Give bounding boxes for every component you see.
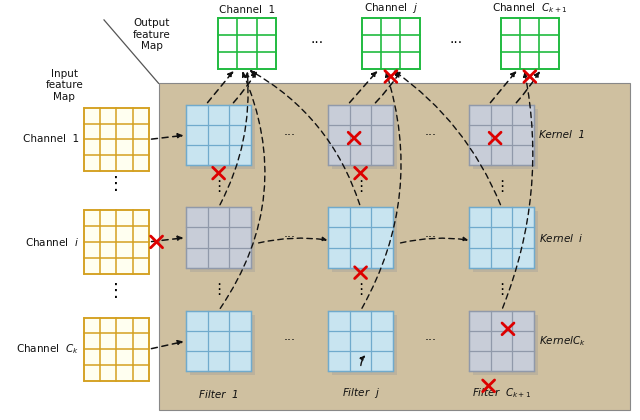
- FancyArrowPatch shape: [220, 73, 250, 205]
- Text: ⋮: ⋮: [494, 282, 509, 297]
- Text: Output
feature
Map: Output feature Map: [132, 18, 170, 51]
- Text: ···: ···: [284, 129, 296, 142]
- Bar: [84, 108, 148, 171]
- Text: ⋮: ⋮: [108, 175, 125, 193]
- FancyArrowPatch shape: [516, 73, 539, 103]
- Text: Kernel  1: Kernel 1: [539, 130, 585, 140]
- Bar: [186, 207, 251, 268]
- Bar: [190, 211, 255, 272]
- Text: ⋮: ⋮: [494, 179, 509, 194]
- Text: Filter  $C_{k+1}$: Filter $C_{k+1}$: [472, 387, 531, 401]
- FancyArrowPatch shape: [152, 134, 182, 139]
- Text: ···: ···: [284, 231, 296, 244]
- FancyArrowPatch shape: [401, 237, 467, 243]
- Bar: [473, 109, 538, 169]
- Text: ···: ···: [425, 334, 437, 347]
- Text: ⋮: ⋮: [353, 179, 368, 194]
- Bar: [159, 83, 630, 410]
- Bar: [332, 109, 397, 169]
- Text: ⋮: ⋮: [211, 179, 227, 194]
- Bar: [218, 18, 276, 69]
- Bar: [469, 105, 534, 165]
- FancyArrowPatch shape: [376, 72, 400, 103]
- Text: ···: ···: [425, 129, 437, 142]
- FancyArrowPatch shape: [234, 73, 256, 103]
- Text: ···: ···: [450, 36, 463, 50]
- Bar: [190, 315, 255, 375]
- FancyArrowPatch shape: [152, 341, 182, 349]
- Bar: [473, 315, 538, 375]
- Bar: [328, 207, 393, 268]
- Text: ···: ···: [425, 231, 437, 244]
- Bar: [362, 18, 420, 69]
- Bar: [332, 315, 397, 375]
- Bar: [84, 210, 148, 273]
- Bar: [469, 207, 534, 268]
- Bar: [186, 311, 251, 371]
- Text: Kernel  $i$: Kernel $i$: [539, 231, 584, 244]
- Text: Kernel$C_k$: Kernel$C_k$: [539, 334, 586, 348]
- Bar: [84, 318, 148, 381]
- Bar: [186, 105, 251, 165]
- Text: Channel  $j$: Channel $j$: [364, 1, 418, 15]
- FancyArrowPatch shape: [360, 356, 364, 365]
- FancyArrowPatch shape: [362, 73, 401, 308]
- FancyArrowPatch shape: [220, 73, 265, 308]
- Bar: [328, 105, 393, 165]
- Text: Channel  $C_k$: Channel $C_k$: [16, 342, 79, 356]
- FancyArrowPatch shape: [207, 72, 232, 102]
- Text: ⋮: ⋮: [108, 282, 125, 300]
- Text: Input
feature
Map: Input feature Map: [45, 69, 83, 102]
- Text: Channel  1: Channel 1: [219, 5, 275, 15]
- Bar: [501, 18, 559, 69]
- FancyArrowPatch shape: [349, 72, 376, 103]
- Text: ⋮: ⋮: [353, 282, 368, 297]
- FancyArrowPatch shape: [251, 71, 360, 205]
- Text: Filter  $j$: Filter $j$: [342, 386, 380, 401]
- FancyArrowPatch shape: [152, 236, 182, 241]
- Text: Channel  1: Channel 1: [23, 134, 79, 144]
- Bar: [473, 211, 538, 272]
- FancyArrowPatch shape: [490, 72, 515, 102]
- Bar: [332, 211, 397, 272]
- FancyArrowPatch shape: [259, 237, 326, 243]
- Text: ···: ···: [311, 36, 324, 50]
- FancyArrowPatch shape: [502, 73, 533, 308]
- Text: ⋮: ⋮: [211, 282, 227, 297]
- Bar: [190, 109, 255, 169]
- Text: Channel  $i$: Channel $i$: [25, 236, 79, 248]
- FancyArrowPatch shape: [394, 71, 500, 205]
- Bar: [328, 311, 393, 371]
- Text: ···: ···: [284, 334, 296, 347]
- Text: Filter  1: Filter 1: [199, 391, 239, 401]
- Text: Channel  $C_{k+1}$: Channel $C_{k+1}$: [492, 1, 568, 15]
- Bar: [469, 311, 534, 371]
